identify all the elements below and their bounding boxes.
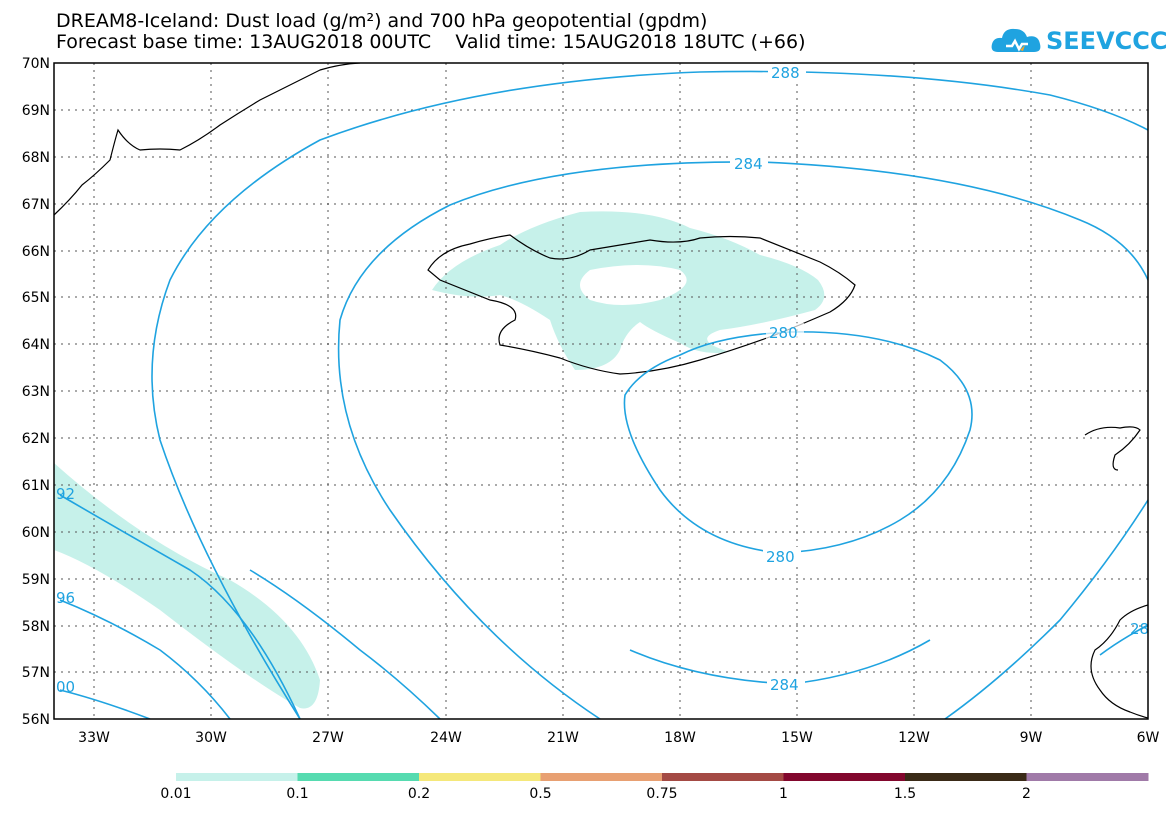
legend-label: 1	[779, 786, 788, 802]
lon-label: 12W	[898, 730, 930, 746]
lat-label: 66N	[22, 244, 50, 260]
legend-swatch	[297, 773, 420, 781]
lat-label: 61N	[22, 478, 50, 494]
contour-280	[623, 331, 973, 554]
lon-label: 21W	[547, 730, 579, 746]
contour-label: 280	[766, 548, 795, 566]
lat-label: 59N	[22, 572, 50, 588]
greenland-coast	[54, 63, 361, 216]
legend-label: 0.75	[646, 786, 678, 802]
legend-label: 2	[1022, 786, 1031, 802]
contour-label: 96	[56, 589, 75, 607]
cloud-icon	[991, 28, 1041, 52]
dust-plume-sw	[54, 463, 320, 709]
lon-label: 30W	[195, 730, 227, 746]
graticule	[54, 63, 1148, 719]
contour-labels: 288 284 280 280 284 92 96 00 28	[56, 63, 1149, 696]
lat-label: 69N	[22, 103, 50, 119]
contour-300	[59, 689, 151, 719]
lon-label: 18W	[664, 730, 696, 746]
longitude-labels: 33W 30W 27W 24W 21W 18W 15W 12W 9W 6W	[78, 730, 1159, 746]
lat-label: 68N	[22, 150, 50, 166]
contour-label: 288	[771, 64, 800, 82]
legend-label: 0.2	[407, 786, 431, 802]
legend-swatch	[540, 773, 663, 781]
lat-label: 70N	[22, 56, 50, 72]
seevccc-logo: SEEVCCC	[990, 20, 1170, 60]
lat-label: 57N	[22, 665, 50, 681]
legend-colorbar	[176, 773, 1149, 781]
lat-label: 62N	[22, 431, 50, 447]
lat-label: 58N	[22, 619, 50, 635]
legend-swatch	[176, 773, 298, 781]
lat-label: 67N	[22, 197, 50, 213]
contour-label: 28	[1130, 620, 1149, 638]
faroe-coast	[1084, 426, 1141, 471]
legend-swatch	[662, 773, 784, 781]
contour-label: 284	[770, 676, 799, 694]
logo-text: SEEVCCC	[1046, 27, 1168, 55]
map-frame	[53, 62, 1149, 720]
contour-284-south	[249, 569, 441, 719]
legend-label: 0.5	[529, 786, 552, 802]
map-subtitle: Forecast base time: 13AUG2018 00UTC Vali…	[56, 31, 806, 53]
lon-label: 33W	[78, 730, 110, 746]
lon-label: 27W	[312, 730, 344, 746]
scotland-coast	[1090, 604, 1148, 719]
lat-label: 64N	[22, 337, 50, 353]
contour-label: 280	[769, 324, 798, 342]
contour-284	[337, 161, 1148, 719]
lon-label: 9W	[1020, 730, 1043, 746]
lat-label: 63N	[22, 384, 50, 400]
lat-label: 60N	[22, 525, 50, 541]
lat-label: 65N	[22, 290, 50, 306]
dust-layer	[54, 211, 825, 709]
contour-288-se	[1099, 624, 1148, 656]
legend-label: 0.01	[160, 786, 192, 802]
iceland-coast	[427, 234, 856, 375]
legend-swatch	[419, 773, 541, 781]
contour-296	[59, 599, 231, 719]
lon-label: 15W	[781, 730, 813, 746]
contour-label: 00	[56, 678, 75, 696]
contour-288	[151, 70, 1148, 719]
legend-swatch	[1026, 773, 1149, 781]
latitude-labels: 70N 69N 68N 67N 66N 65N 64N 63N 62N 61N …	[22, 56, 50, 728]
contour-label: 92	[56, 485, 75, 503]
map-title: DREAM8-Iceland: Dust load (g/m²) and 700…	[56, 10, 708, 32]
legend-swatch	[905, 773, 1027, 781]
contour-292	[59, 494, 301, 719]
coastlines	[54, 63, 1148, 719]
dust-hole	[580, 265, 687, 305]
lon-label: 24W	[430, 730, 462, 746]
contour-284-lower	[944, 499, 1148, 719]
lon-label: 6W	[1137, 730, 1160, 746]
lat-label: 56N	[22, 712, 50, 728]
contour-label: 284	[734, 155, 763, 173]
legend-label: 0.1	[286, 786, 309, 802]
legend-swatch	[783, 773, 906, 781]
legend-label: 1.5	[893, 786, 917, 802]
